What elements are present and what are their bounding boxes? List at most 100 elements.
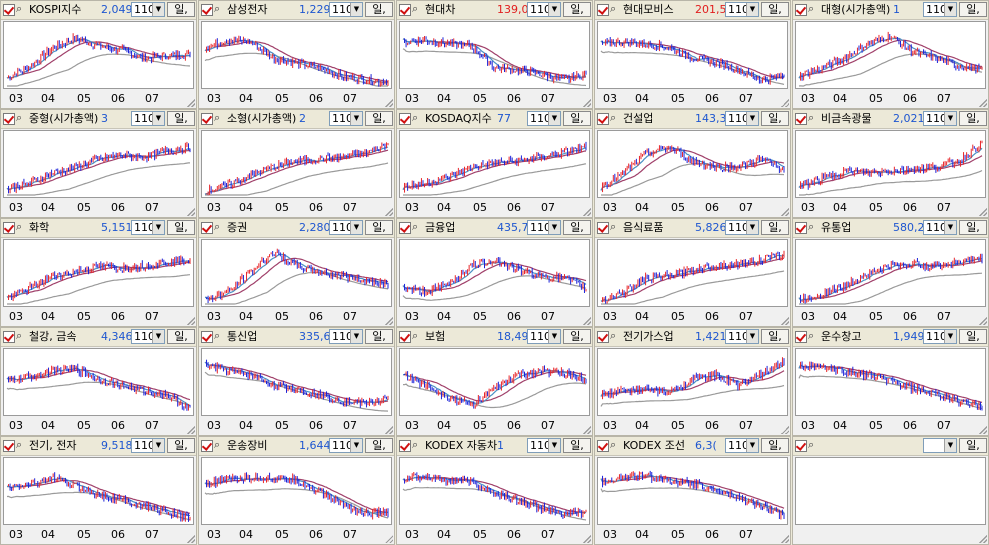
magnifier-icon[interactable]: ⌕	[808, 111, 815, 124]
resize-grip-icon[interactable]	[781, 426, 789, 434]
magnifier-icon[interactable]: ⌕	[808, 2, 815, 15]
checkbox-checked-icon[interactable]	[399, 113, 411, 125]
price-chart[interactable]	[399, 21, 590, 89]
period-unit-button[interactable]: 일,	[563, 438, 591, 453]
period-select[interactable]: 110 ▼	[527, 2, 561, 17]
chevron-down-icon[interactable]: ▼	[152, 221, 164, 234]
chart-panel[interactable]: ⌕ KODEX 조선 6,3(110 ▼ 일, 03 04 05 06 07	[594, 436, 791, 545]
price-chart[interactable]	[399, 130, 590, 198]
chevron-down-icon[interactable]: ▼	[152, 439, 164, 452]
resize-grip-icon[interactable]	[187, 426, 195, 434]
period-select[interactable]: 110 ▼	[131, 220, 165, 235]
period-select[interactable]: 110 ▼	[527, 220, 561, 235]
chevron-down-icon[interactable]: ▼	[152, 3, 164, 16]
magnifier-icon[interactable]: ⌕	[808, 220, 815, 233]
period-select[interactable]: 110 ▼	[527, 438, 561, 453]
checkbox-checked-icon[interactable]	[201, 4, 213, 16]
magnifier-icon[interactable]: ⌕	[16, 220, 23, 233]
magnifier-icon[interactable]: ⌕	[610, 329, 617, 342]
period-unit-button[interactable]: 일,	[959, 329, 987, 344]
chevron-down-icon[interactable]: ▼	[152, 112, 164, 125]
chevron-down-icon[interactable]: ▼	[944, 330, 956, 343]
period-select[interactable]: 110 ▼	[923, 111, 957, 126]
magnifier-icon[interactable]: ⌕	[412, 2, 419, 15]
chart-panel[interactable]: ⌕ 삼성전자 1,229,00110▼일, 03 04 05 06 07	[198, 0, 395, 109]
resize-grip-icon[interactable]	[979, 317, 987, 325]
chart-panel[interactable]: ⌕ 현대모비스 201,50110▼일, 03 04 05 06 07	[594, 0, 791, 109]
resize-grip-icon[interactable]	[781, 99, 789, 107]
chevron-down-icon[interactable]: ▼	[548, 439, 560, 452]
chart-panel[interactable]: ⌕ 건설업 143,31110▼일, 03 04 05 06 07	[594, 109, 791, 218]
stock-name[interactable]: 운수창고	[821, 330, 862, 343]
chart-panel[interactable]: ⌕ 대형(시가총액) 1 110 ▼ 일, 03 04 05 06 07	[792, 0, 989, 109]
resize-grip-icon[interactable]	[979, 208, 987, 216]
stock-name[interactable]: KOSDAQ지수	[425, 112, 492, 125]
price-chart[interactable]	[795, 130, 986, 198]
stock-name[interactable]: 유통업	[821, 221, 852, 234]
checkbox-checked-icon[interactable]	[3, 4, 15, 16]
period-select[interactable]: 110 ▼	[329, 2, 363, 17]
period-unit-button[interactable]: 일,	[959, 111, 987, 126]
period-unit-button[interactable]: 일,	[563, 111, 591, 126]
resize-grip-icon[interactable]	[583, 99, 591, 107]
period-select[interactable]: 110 ▼	[329, 329, 363, 344]
stock-name[interactable]: 대형(시가총액)	[821, 3, 891, 16]
period-select[interactable]: 110 ▼	[329, 220, 363, 235]
checkbox-checked-icon[interactable]	[201, 331, 213, 343]
resize-grip-icon[interactable]	[583, 317, 591, 325]
checkbox-checked-icon[interactable]	[3, 113, 15, 125]
magnifier-icon[interactable]: ⌕	[412, 438, 419, 451]
checkbox-checked-icon[interactable]	[597, 113, 609, 125]
period-unit-button[interactable]: 일,	[167, 220, 195, 235]
resize-grip-icon[interactable]	[385, 535, 393, 543]
resize-grip-icon[interactable]	[979, 426, 987, 434]
chart-panel[interactable]: ⌕ 화학 5,151,03110▼일, 03 04 05 06 07	[0, 218, 197, 327]
price-chart[interactable]	[795, 457, 986, 525]
period-select[interactable]: 110 ▼	[725, 111, 759, 126]
price-chart[interactable]	[201, 348, 392, 416]
chevron-down-icon[interactable]: ▼	[548, 221, 560, 234]
magnifier-icon[interactable]: ⌕	[412, 111, 419, 124]
period-unit-button[interactable]: 일,	[761, 438, 789, 453]
magnifier-icon[interactable]: ⌕	[16, 329, 23, 342]
checkbox-checked-icon[interactable]	[3, 222, 15, 234]
checkbox-checked-icon[interactable]	[201, 440, 213, 452]
stock-name[interactable]: 건설업	[623, 112, 654, 125]
magnifier-icon[interactable]: ⌕	[214, 329, 221, 342]
resize-grip-icon[interactable]	[781, 535, 789, 543]
period-select[interactable]: 110 ▼	[725, 2, 759, 17]
period-unit-button[interactable]: 일,	[563, 2, 591, 17]
chevron-down-icon[interactable]: ▼	[944, 3, 956, 16]
period-select[interactable]: 110 ▼	[131, 111, 165, 126]
period-unit-button[interactable]: 일,	[365, 329, 393, 344]
chart-panel[interactable]: ⌕ 통신업 335,66110▼일, 03 04 05 06 07	[198, 327, 395, 436]
price-chart[interactable]	[201, 239, 392, 307]
stock-name[interactable]: 철강, 금속	[29, 330, 77, 343]
magnifier-icon[interactable]: ⌕	[610, 2, 617, 15]
period-unit-button[interactable]: 일,	[167, 438, 195, 453]
chart-panel[interactable]: ⌕ KOSPI지수 2,049 110 ▼ 일, 03 04 05 06 07	[0, 0, 197, 109]
period-unit-button[interactable]: 일,	[959, 2, 987, 17]
chevron-down-icon[interactable]: ▼	[350, 3, 362, 16]
chart-panel[interactable]: ⌕ 비금속광물 2,021,110▼일, 03 04 05 06 07	[792, 109, 989, 218]
period-unit-button[interactable]: 일,	[761, 2, 789, 17]
stock-name[interactable]: 운송장비	[227, 439, 268, 452]
chart-panel[interactable]: ⌕ 운송장비 1,644,14110▼일, 03 04 05 06 07	[198, 436, 395, 545]
chevron-down-icon[interactable]: ▼	[944, 439, 956, 452]
chevron-down-icon[interactable]: ▼	[944, 221, 956, 234]
checkbox-checked-icon[interactable]	[399, 222, 411, 234]
checkbox-checked-icon[interactable]	[597, 222, 609, 234]
period-unit-button[interactable]: 일,	[959, 220, 987, 235]
chart-panel[interactable]: ⌕ 철강, 금속 4,346,110▼일, 03 04 05 06 07	[0, 327, 197, 436]
chart-panel[interactable]: ⌕ 소형(시가총액) 2 110 ▼ 일, 03 04 05 06 07	[198, 109, 395, 218]
period-unit-button[interactable]: 일,	[761, 220, 789, 235]
price-chart[interactable]	[201, 130, 392, 198]
price-chart[interactable]	[597, 348, 788, 416]
magnifier-icon[interactable]: ⌕	[610, 111, 617, 124]
stock-name[interactable]: 현대모비스	[623, 3, 674, 16]
checkbox-checked-icon[interactable]	[597, 4, 609, 16]
price-chart[interactable]	[3, 239, 194, 307]
price-chart[interactable]	[3, 348, 194, 416]
checkbox-checked-icon[interactable]	[201, 222, 213, 234]
